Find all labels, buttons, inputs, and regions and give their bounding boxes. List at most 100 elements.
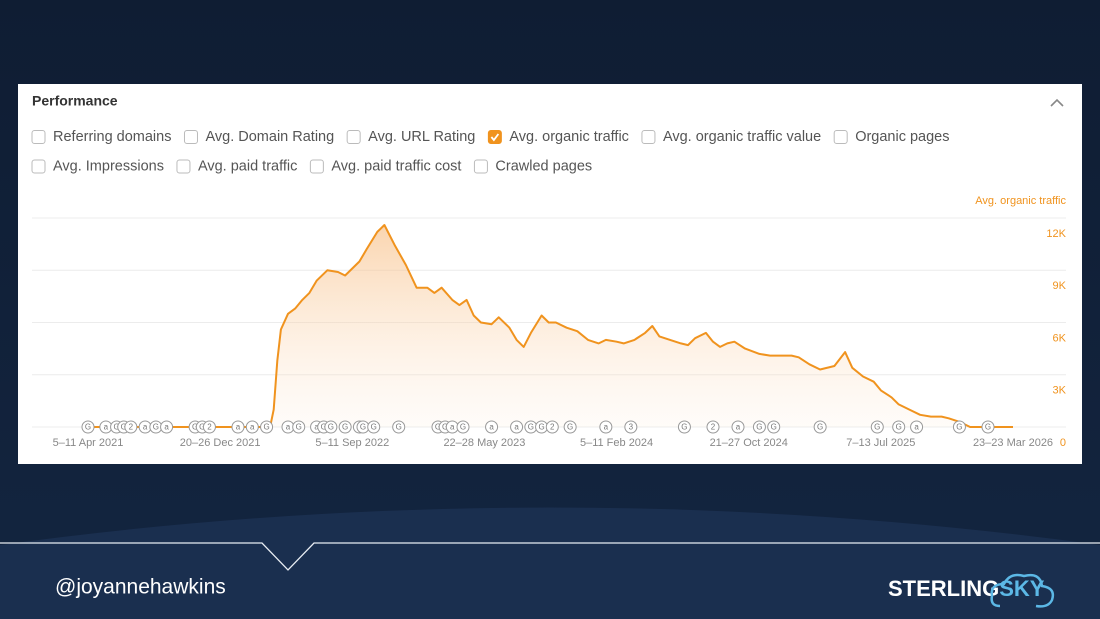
annotation-marker[interactable] <box>485 420 499 434</box>
annotation-label: G <box>442 423 448 432</box>
annotation-label: G <box>771 423 777 432</box>
annotation-label: G <box>985 423 991 432</box>
annotation-marker[interactable] <box>231 420 245 434</box>
x-tick-label: 23–23 Mar 2026 <box>973 437 1053 449</box>
annotation-label: G <box>153 423 159 432</box>
annotation-marker[interactable] <box>910 420 924 434</box>
logo-cloud <box>990 573 1055 608</box>
annotation-marker[interactable] <box>599 420 613 434</box>
annotation-marker[interactable] <box>731 420 745 434</box>
y-tick-label: 0 <box>1060 437 1066 449</box>
annotation-label: G <box>371 423 377 432</box>
annotation-label: G <box>360 423 366 432</box>
annotation-marker[interactable] <box>160 420 174 434</box>
filters: Referring domains Avg. Domain Rating Avg. … <box>31 129 950 174</box>
filter-label[interactable]: Avg. paid traffic cost <box>331 158 461 174</box>
annotation-label: a <box>314 423 319 432</box>
annotation-label: G <box>817 423 823 432</box>
annotation-label: G <box>328 423 334 432</box>
annotation-label: G <box>528 423 534 432</box>
filter-label[interactable]: Avg. Domain Rating <box>205 129 334 145</box>
annotation-marker[interactable] <box>456 420 470 434</box>
x-tick-label: 7–13 Jul 2025 <box>846 437 915 449</box>
annotation-label: G <box>567 423 573 432</box>
logo: STERLINGSKY <box>888 576 1045 601</box>
annotation-label: G <box>296 423 302 432</box>
checkbox[interactable] <box>487 130 502 144</box>
logo-part: STERLING <box>888 576 999 601</box>
annotation-label: G <box>263 423 269 432</box>
checkbox[interactable] <box>641 130 656 144</box>
annotation-marker[interactable] <box>545 420 559 434</box>
annotation-marker[interactable] <box>338 420 352 434</box>
annotation-label: G <box>538 423 544 432</box>
annotation-label: a <box>104 423 109 432</box>
x-tick-label: 5–11 Feb 2024 <box>580 437 653 449</box>
annotation-marker[interactable] <box>981 420 995 434</box>
annotation-marker[interactable] <box>624 420 638 434</box>
checkbox[interactable] <box>473 159 488 174</box>
x-tick-label: 5–11 Apr 2021 <box>53 437 124 449</box>
x-tick-label: 22–28 May 2023 <box>443 437 525 449</box>
filter-label[interactable]: Avg. organic traffic <box>509 129 629 145</box>
checkbox[interactable] <box>833 130 848 144</box>
annotation-marker[interactable] <box>292 420 306 434</box>
collapse-icon[interactable] <box>1050 98 1064 107</box>
annotation-label: a <box>489 423 494 432</box>
annotation-marker[interactable] <box>752 420 766 434</box>
checkbox[interactable] <box>309 159 324 174</box>
annotation-marker[interactable] <box>952 420 966 434</box>
filter-label[interactable]: Avg. organic traffic value <box>663 129 821 145</box>
panel-title: Performance <box>32 93 118 109</box>
annotation-label: G <box>874 423 880 432</box>
divider <box>0 542 1100 571</box>
annotation-marker[interactable] <box>870 420 884 434</box>
annotation-label: G <box>342 423 348 432</box>
annotation-marker[interactable] <box>392 420 406 434</box>
checkbox[interactable] <box>183 130 198 144</box>
annotation-label: G <box>956 423 962 432</box>
annotation-marker[interactable] <box>706 420 720 434</box>
y-tick-label: 9K <box>1053 280 1067 292</box>
filter-label[interactable]: Avg. paid traffic <box>198 158 297 174</box>
annotation-label: G <box>396 423 402 432</box>
filter-label[interactable]: Avg. Impressions <box>53 158 164 174</box>
checkbox[interactable] <box>31 159 46 174</box>
checkbox[interactable] <box>176 159 191 174</box>
annotation-label: G <box>113 423 119 432</box>
annotation-label: a <box>250 423 255 432</box>
annotation-label: G <box>199 423 205 432</box>
annotation-marker[interactable] <box>767 420 781 434</box>
annotation-marker[interactable] <box>367 420 381 434</box>
annotation-marker[interactable] <box>892 420 906 434</box>
annotation-marker[interactable] <box>124 420 138 434</box>
annotation-label: G <box>321 423 327 432</box>
annotation-label: G <box>85 423 91 432</box>
annotation-marker[interactable] <box>81 420 95 434</box>
annotation-marker[interactable] <box>202 420 216 434</box>
annotation-marker[interactable] <box>813 420 827 434</box>
filter-label[interactable]: Crawled pages <box>495 158 592 174</box>
annotation-marker[interactable] <box>245 420 259 434</box>
annotation-marker[interactable] <box>260 420 274 434</box>
annotation-label: 3 <box>629 423 634 432</box>
annotation-label: a <box>736 423 741 432</box>
annotation-marker[interactable] <box>677 420 691 434</box>
checkmark <box>490 133 500 142</box>
annotation-label: 2 <box>129 423 134 432</box>
checkbox[interactable] <box>346 130 361 144</box>
annotation-label: a <box>604 423 609 432</box>
annotation-label: 2 <box>207 423 212 432</box>
filter-label[interactable]: Organic pages <box>855 129 949 145</box>
checkbox[interactable] <box>31 130 46 144</box>
annotation-marker[interactable] <box>563 420 577 434</box>
annotation-marker[interactable] <box>510 420 524 434</box>
filter-label[interactable]: Avg. URL Rating <box>368 129 475 145</box>
annotation-marker[interactable] <box>324 420 338 434</box>
annotation-label: G <box>896 423 902 432</box>
annotation-label: 2 <box>550 423 555 432</box>
chart: 0 3K 6K 9K 12K 5–11 Apr 2021 20–26 Dec 2021 5–1… <box>32 195 1067 449</box>
filter-label[interactable]: Referring domains <box>53 129 171 145</box>
